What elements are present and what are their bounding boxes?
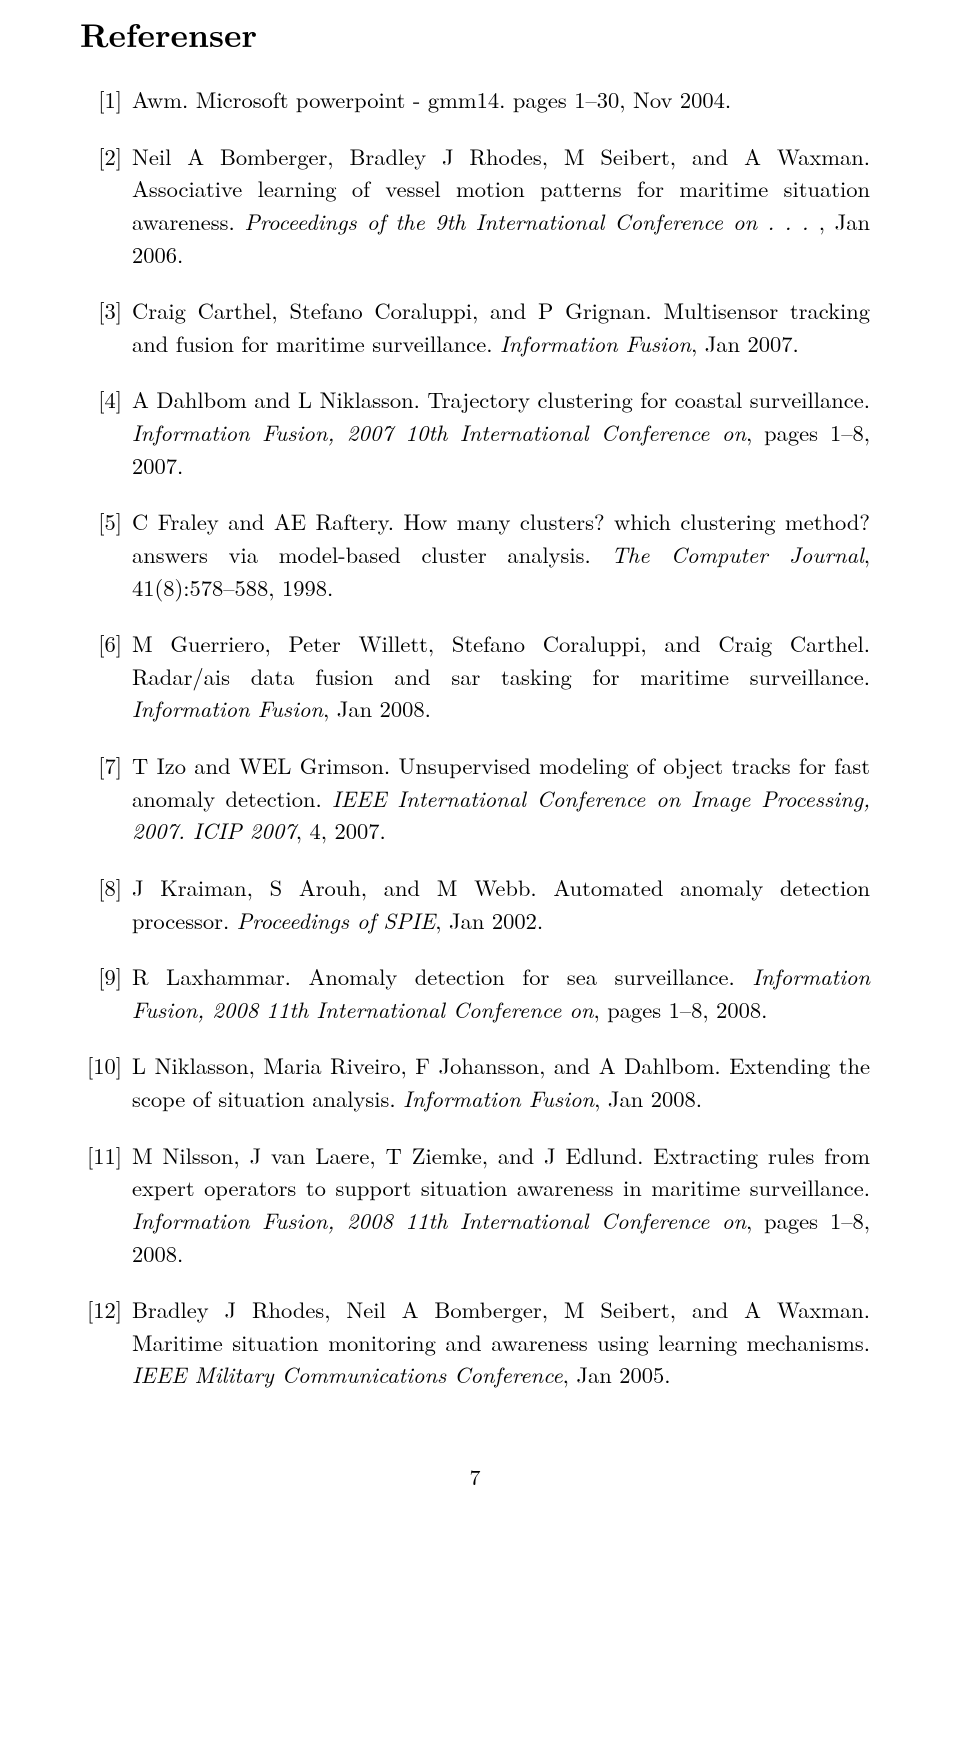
reference-italic-text: Information Fusion [403,1082,594,1114]
page-container: Referenser [1] Awm. Microsoft powerpoint … [0,0,960,1502]
reference-label: [1] [80,83,122,116]
reference-item: [2]Neil A Bomberger, Bradley J Rhodes, M… [80,140,870,271]
reference-italic-text: IEEE Military Communications Conference [132,1358,563,1390]
reference-italic-text: Proceedings of the 9th International Con… [244,205,818,237]
reference-text: , Jan 2007. [691,327,799,359]
reference-item: [8]J Kraiman, S Arouh, and M Webb. Autom… [80,871,870,936]
reference-item: [11] M Nilsson, J van Laere, T Ziemke, an… [80,1139,870,1270]
reference-label: [7] [80,749,122,782]
reference-text: , Jan 2008. [594,1082,702,1114]
reference-item: [4] A Dahlbom and L Niklasson. Trajectory… [80,383,870,481]
reference-label: [6] [80,627,122,660]
reference-item: [12] Bradley J Rhodes, Neil A Bomberger, … [80,1293,870,1391]
reference-item: [6] M Guerriero, Peter Willett, Stefano C… [80,627,870,725]
reference-item: [1] Awm. Microsoft powerpoint - gmm14. pa… [80,83,870,116]
reference-label: [11] [80,1139,122,1172]
reference-text: A Dahlbom and L Niklasson. Trajectory cl… [132,383,870,415]
reference-item: [5]C Fraley and AE Raftery. How many clu… [80,505,870,603]
reference-text: R Laxhammar. Anomaly detection for sea s… [132,960,752,992]
reference-text: M Nilsson, J van Laere, T Ziemke, and J … [132,1139,870,1204]
reference-italic-text: Information Fusion, 2008 11th Internatio… [132,1204,746,1236]
reference-label: [10] [80,1049,122,1082]
reference-text: Awm. Microsoft powerpoint - gmm14. pages… [132,83,731,115]
reference-item: [9] R Laxhammar. Anomaly detection for se… [80,960,870,1025]
reference-item: [10]L Niklasson, Maria Riveiro, F Johans… [80,1049,870,1114]
reference-label: [2] [80,140,122,173]
reference-italic-text: Information Fusion [132,692,323,724]
reference-italic-text: The Computer Journal [612,538,864,570]
reference-text: M Guerriero, Peter Willett, Stefano Cora… [132,627,870,692]
reference-label: [12] [80,1293,122,1326]
reference-text: , 4, 2007. [296,814,386,846]
reference-text: , Jan 2005. [563,1358,671,1390]
reference-italic-text: Proceedings of SPIE [237,904,436,936]
reference-label: [8] [80,871,122,904]
reference-label: [5] [80,505,122,538]
reference-italic-text: Information Fusion [500,327,691,359]
reference-label: [4] [80,383,122,416]
reference-item: [7]T Izo and WEL Grimson. Unsupervised m… [80,749,870,847]
reference-label: [9] [80,960,122,993]
reference-label: [3] [80,294,122,327]
reference-italic-text: Information Fusion, 2007 10th Internatio… [132,416,746,448]
section-heading: Referenser [80,10,870,57]
page-number: 7 [80,1461,870,1492]
reference-text: , pages 1–8, 2008. [594,993,768,1025]
reference-text: , Jan 2008. [323,692,431,724]
reference-text: Bradley J Rhodes, Neil A Bomberger, M Se… [132,1293,870,1358]
reference-item: [3]Craig Carthel, Stefano Coraluppi, and… [80,294,870,359]
reference-text: , Jan 2002. [435,904,543,936]
reference-list: [1] Awm. Microsoft powerpoint - gmm14. pa… [80,83,870,1391]
